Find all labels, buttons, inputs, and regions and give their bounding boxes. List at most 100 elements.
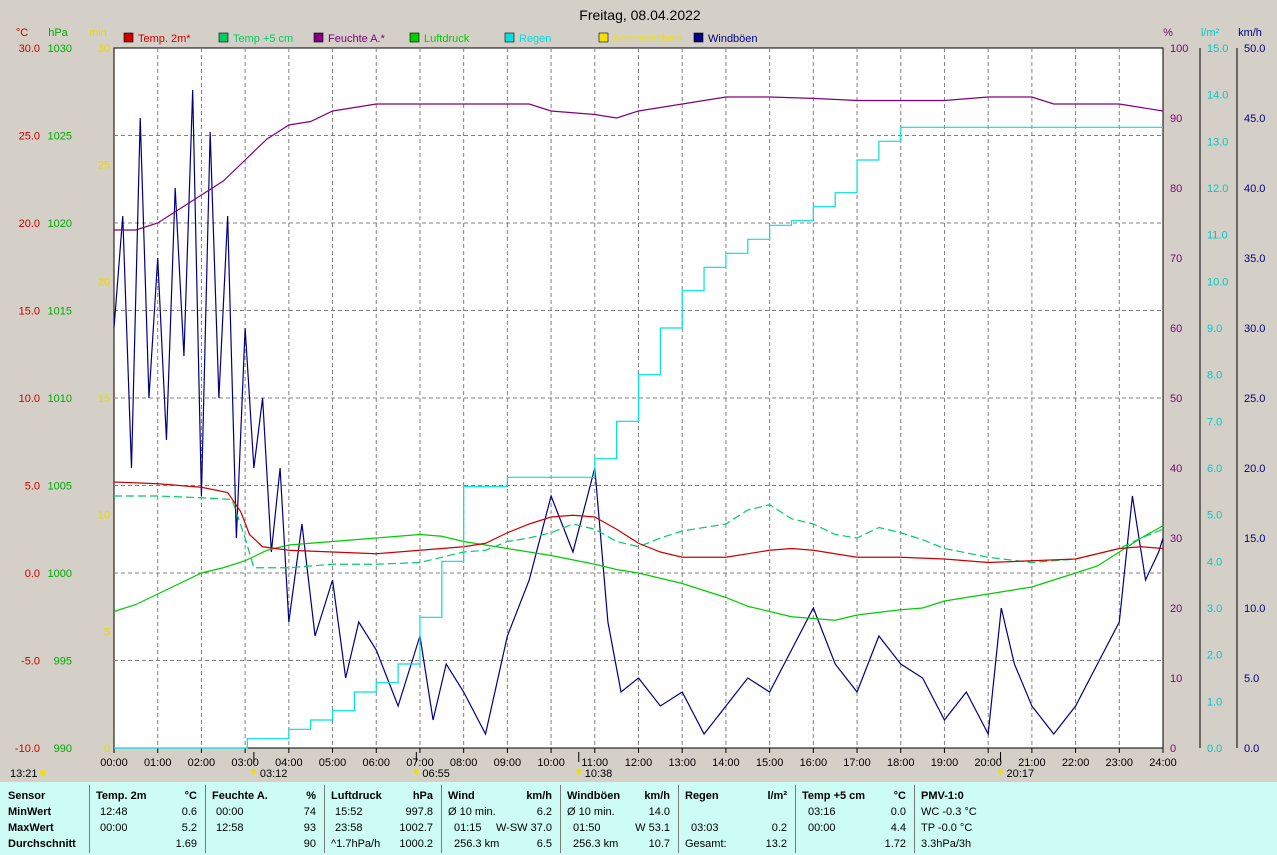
stats-pressure-header: Luftdruck [331, 790, 382, 802]
stats-humidity-max-time: 12:58 [216, 822, 244, 834]
rain-tick-label: 15.0 [1207, 43, 1228, 55]
x-tick-label: 17:00 [843, 757, 871, 769]
x-tick-label: 11:00 [581, 757, 608, 769]
wind-tick-label: 30.0 [1244, 323, 1265, 335]
weather-chart: 00:00 01:00 02:00 03:00 04:00 05:00 06:00 07:00… [10, 7, 1266, 780]
humidity-tick-label: 80 [1170, 183, 1182, 195]
legend-label: Sonnenschein [613, 33, 683, 45]
pressure-tick-label: 1030 [48, 43, 72, 55]
stats-temp2m-min-val: 0.6 [181, 806, 197, 818]
x-tick-label: 20:00 [974, 757, 1002, 769]
stats-rain-max-val: 0.2 [771, 822, 787, 834]
rain-tick-label: 4.0 [1207, 556, 1222, 568]
sun-tick-label: 5 [104, 626, 110, 638]
temp-tick-label: 30.0 [19, 43, 40, 55]
pressure-tick-label: 1010 [48, 393, 72, 405]
stats-gusts-unit: km/h [644, 790, 670, 802]
grid-lines [114, 48, 1163, 748]
wind-tick-label: 40.0 [1244, 183, 1265, 195]
wind-tick-label: 0.0 [1244, 743, 1259, 755]
stats-temp5cm-min-time: 03:16 [808, 806, 836, 818]
temp-unit-label: °C [16, 27, 28, 39]
x-tick-label: 21:00 [1018, 757, 1046, 769]
legend-swatch [598, 32, 609, 43]
x-tick-label: 23:00 [1106, 757, 1134, 769]
wind-tick-label: 45.0 [1244, 113, 1265, 125]
stats-col-humidity: Feuchte A. % 00:00 74 12:58 93 90 [206, 782, 324, 855]
stats-wind-min-label: Ø 10 min. [448, 806, 496, 818]
stats-gusts-avg-val: 10.7 [648, 838, 670, 850]
sun-tick-label: 20 [98, 276, 110, 288]
series-line-luftdruck [113, 525, 1164, 621]
legend-label: Feuchte A.* [328, 33, 386, 45]
stats-pressure-min-time: 15:52 [335, 806, 363, 818]
legend-swatch [693, 32, 704, 43]
stats-gusts-max-val: W 53.1 [635, 822, 670, 834]
x-tick-label: 09:00 [494, 757, 522, 769]
stats-rain-total-val: 13.2 [765, 838, 787, 850]
stats-temp5cm-max-val: 4.4 [890, 822, 906, 834]
stats-temp2m-max-val: 5.2 [181, 822, 197, 834]
x-tick-label: 19:00 [931, 757, 959, 769]
sun-tick-label: 25 [98, 160, 110, 172]
humidity-tick-label: 50 [1170, 393, 1182, 405]
rain-tick-label: 13.0 [1207, 136, 1228, 148]
stats-humidity-unit: % [306, 790, 316, 802]
x-tick-label: 00:00 [100, 757, 128, 769]
x-tick-label: 06:00 [362, 757, 390, 769]
x-tick-label: 08:00 [450, 757, 478, 769]
pressure-tick-label: 1025 [48, 131, 72, 143]
humidity-tick-label: 90 [1170, 113, 1182, 125]
stats-gusts-max-time: 01:50 [573, 822, 601, 834]
stats-wind-unit: km/h [526, 790, 552, 802]
temp-tick-label: 0.0 [25, 568, 40, 580]
x-tick-label: 02:00 [188, 757, 216, 769]
legend-swatch [218, 32, 229, 43]
stats-pressure-trend: ^1.7hPa/h [331, 838, 381, 850]
temp-tick-label: -10.0 [15, 743, 40, 755]
stats-pressure-min-val: 997.8 [405, 806, 433, 818]
stats-col-pressure: Luftdruck hPa 15:52 997.8 23:58 1002.7 ^… [325, 782, 441, 855]
rain-tick-label: 14.0 [1207, 90, 1228, 102]
rain-tick-label: 12.0 [1207, 183, 1228, 195]
series-line-regen [114, 126, 1163, 749]
temp-tick-label: 5.0 [25, 481, 40, 493]
sun-tick-label: 30 [98, 43, 110, 55]
wind-tick-label: 50.0 [1244, 43, 1265, 55]
series-line-temp-5-cm [114, 495, 1164, 569]
legend-swatch [313, 32, 324, 43]
humidity-tick-label: 10 [1170, 673, 1182, 685]
stats-row-labels: Sensor MinWert MaxWert Durchschnitt [0, 782, 88, 855]
stats-pmv-wc: WC -0.3 °C [921, 806, 977, 818]
series-line-feuchte-a [114, 96, 1164, 231]
event-label: 13:21 [10, 768, 38, 780]
stats-pressure-max-val: 1002.7 [399, 822, 433, 834]
temp-tick-label: 15.0 [19, 306, 40, 318]
stats-temp2m-avg-val: 1.69 [175, 838, 197, 850]
wind-tick-label: 25.0 [1244, 393, 1265, 405]
humidity-tick-label: 70 [1170, 253, 1182, 265]
stats-label-avg: Durchschnitt [8, 838, 76, 850]
pressure-unit-label: hPa [48, 27, 68, 39]
stats-rain-unit: l/m² [767, 790, 787, 802]
humidity-tick-label: 60 [1170, 323, 1182, 335]
event-label: 06:55 [422, 768, 450, 780]
x-tick-label: 13:00 [668, 757, 696, 769]
stats-rain-max-time: 03:03 [691, 822, 719, 834]
wind-tick-label: 15.0 [1244, 533, 1265, 545]
pressure-tick-label: 1005 [48, 481, 72, 493]
wind-tick-label: 35.0 [1244, 253, 1265, 265]
stats-pmv-trend: 3.3hPa/3h [921, 838, 972, 850]
x-tick-label: 03:00 [231, 757, 259, 769]
sun-tick-label: 10 [98, 510, 110, 522]
stats-header-sensor: Sensor [8, 790, 46, 802]
sun-marker [575, 769, 582, 776]
stats-pmv-tp: TP -0.0 °C [921, 822, 973, 834]
legend-swatch [409, 32, 420, 43]
stats-gusts-header: Windböen [567, 790, 621, 802]
rain-tick-label: 0.0 [1207, 743, 1222, 755]
stats-temp5cm-min-val: 0.0 [890, 806, 906, 818]
event-label: 03:12 [260, 768, 288, 780]
stats-humidity-header: Feuchte A. [212, 790, 268, 802]
statistics-table: Sensor MinWert MaxWert Durchschnitt Temp… [0, 782, 1277, 855]
